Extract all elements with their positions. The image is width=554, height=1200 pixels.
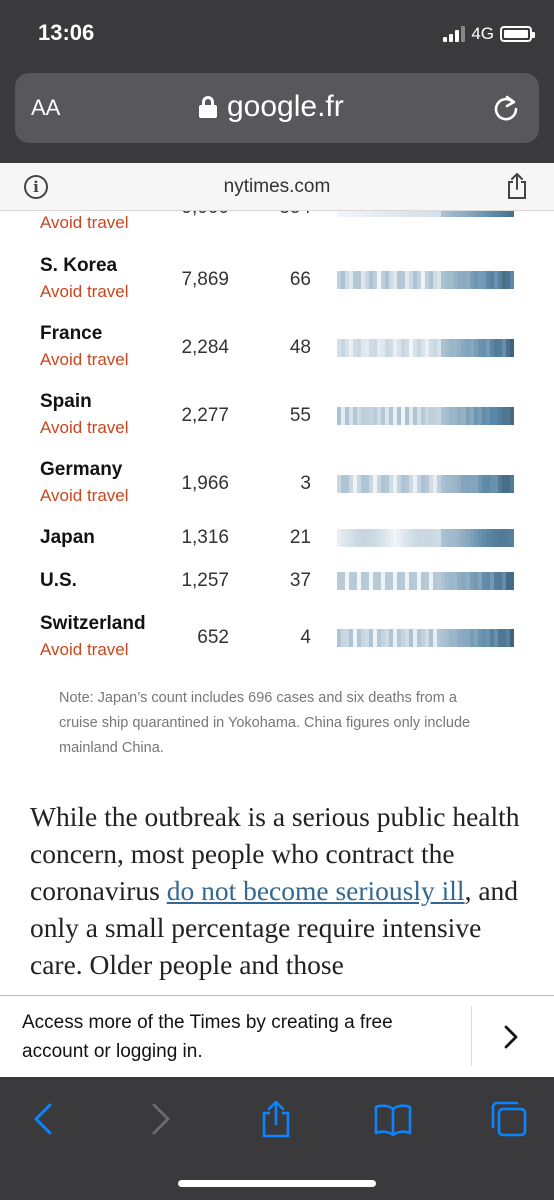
reload-icon[interactable]	[491, 93, 521, 123]
trend-strip	[337, 339, 514, 357]
death-count: 55	[289, 405, 311, 426]
status-time: 13:06	[38, 20, 95, 45]
country-name: U.S.	[40, 570, 77, 591]
article-text: While the outbreak is a serious public h…	[30, 801, 520, 906]
trend-strip	[337, 529, 514, 547]
trend-strip	[337, 629, 514, 647]
travel-advisory: Avoid travel	[40, 350, 129, 369]
bookmarks-icon[interactable]	[373, 1099, 413, 1139]
share-icon[interactable]	[256, 1099, 296, 1139]
case-count: 1,257	[181, 570, 229, 591]
case-count: 7,869	[181, 269, 229, 290]
travel-advisory: Avoid travel	[40, 213, 129, 232]
access-banner[interactable]: Access more of the Times by creating a f…	[0, 995, 554, 1077]
death-count: 66	[289, 269, 311, 290]
case-count: 652	[197, 627, 229, 648]
case-count: 9,000	[181, 211, 229, 219]
trend-strip	[337, 271, 514, 289]
divider	[471, 1006, 472, 1066]
seriously-ill-link[interactable]: do not become seriously ill	[166, 875, 465, 906]
travel-advisory: Avoid travel	[40, 282, 129, 301]
browser-bottom-toolbar	[0, 1077, 554, 1200]
page-content[interactable]: Avoid travel 9,000 354 S. Korea Avoid tr…	[0, 211, 554, 995]
tabs-icon[interactable]	[489, 1099, 529, 1139]
trend-strip	[337, 572, 514, 590]
table-row: Germany Avoid travel 1,966 3	[0, 459, 554, 509]
table-row: France Avoid travel 2,284 48	[0, 323, 554, 373]
trend-strip	[337, 475, 514, 493]
table-row: Spain Avoid travel 2,277 55	[0, 391, 554, 441]
table-row: U.S. 1,257 37	[0, 570, 554, 600]
status-indicators: 4G	[443, 22, 535, 46]
country-name: France	[40, 323, 103, 344]
table-row: Switzerland Avoid travel 652 4	[0, 613, 554, 663]
death-count: 37	[289, 570, 311, 591]
country-name: Germany	[40, 459, 123, 480]
table-note: Note: Japan’s count includes 696 cases a…	[59, 690, 471, 756]
text-size-label: AA	[31, 95, 61, 120]
browser-top-chrome: 13:06 4G AA google.fr	[0, 0, 554, 163]
trend-strip	[337, 407, 514, 425]
info-icon[interactable]: i	[24, 175, 48, 199]
access-banner-text: Access more of the Times by creating a f…	[22, 1012, 393, 1062]
travel-advisory: Avoid travel	[40, 640, 129, 659]
travel-advisory: Avoid travel	[40, 418, 129, 437]
country-name: Switzerland	[40, 613, 146, 634]
death-count: 4	[300, 627, 311, 648]
text-size-button[interactable]: AA	[31, 95, 60, 121]
signal-icon	[443, 26, 466, 42]
death-count: 3	[300, 473, 311, 494]
lock-icon	[199, 96, 217, 118]
chevron-right-icon[interactable]	[500, 1022, 522, 1052]
table-row: S. Korea Avoid travel 7,869 66	[0, 255, 554, 305]
forward-icon[interactable]	[140, 1099, 180, 1139]
network-type: 4G	[471, 24, 494, 43]
case-count: 1,966	[181, 473, 229, 494]
death-count: 21	[289, 527, 311, 548]
site-domain: nytimes.com	[223, 176, 331, 197]
table-row: Avoid travel 9,000 354	[0, 211, 554, 247]
back-icon[interactable]	[24, 1099, 64, 1139]
case-count: 2,277	[181, 405, 229, 426]
article-text-continued: , and only a small percentage require in…	[30, 875, 519, 980]
country-name: Spain	[40, 391, 92, 412]
address-bar[interactable]: AA google.fr	[15, 73, 539, 143]
site-bar: i nytimes.com	[0, 163, 554, 211]
case-count: 1,316	[181, 527, 229, 548]
case-count: 2,284	[181, 337, 229, 358]
article-paragraph: While the outbreak is a serious public h…	[30, 798, 530, 983]
url-display[interactable]: google.fr	[199, 90, 344, 124]
country-name: Japan	[40, 527, 95, 548]
share-icon[interactable]	[506, 172, 528, 200]
death-count: 48	[289, 337, 311, 358]
country-name: S. Korea	[40, 255, 118, 276]
table-row: Japan 1,316 21	[0, 527, 554, 557]
trend-strip	[337, 211, 514, 217]
death-count: 354	[279, 211, 311, 219]
travel-advisory: Avoid travel	[40, 486, 129, 505]
home-indicator[interactable]	[178, 1180, 376, 1187]
url-text: google.fr	[227, 90, 344, 123]
battery-icon	[500, 26, 535, 42]
